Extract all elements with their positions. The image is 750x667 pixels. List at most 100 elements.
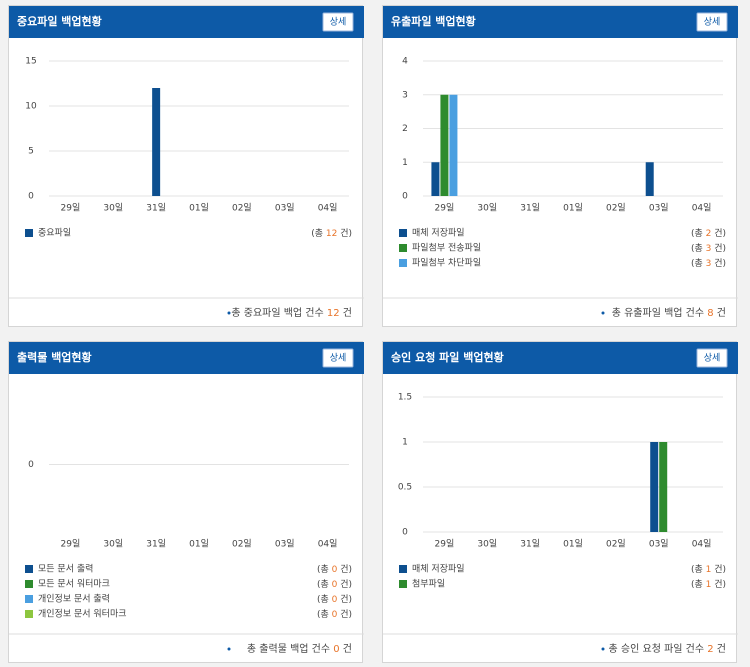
x-tick-label: 01일 [189,539,209,550]
legend-total: (총 1 건) [691,579,726,590]
legend-label: 파일첨부 차단파일 [412,257,481,269]
panel-header [383,6,738,38]
panel: 유출파일 백업현황 상세 0 1 2 3 4 29일 30일 31일 01일 02일 03일 04일 매체 … [382,5,738,327]
x-tick-label: 04일 [692,203,712,214]
x-tick-label: 02일 [606,203,626,214]
legend-swatch [25,610,33,618]
legend-total-part: 0 [329,580,338,590]
bar [650,442,659,532]
footer-icon [601,647,605,651]
x-tick-label: 03일 [649,539,669,550]
legend-total-part: 3 [703,244,712,254]
legend-label: 중요파일 [38,228,71,239]
legend-swatch [25,229,33,237]
legend-total-part: 건) [337,228,352,239]
y-tick-label: 4 [402,57,408,67]
x-tick-label: 03일 [275,539,295,550]
x-tick-label: 30일 [103,539,123,550]
legend-total-part: (총 [311,228,323,239]
legend-total-part: 건) [337,579,352,590]
footer-part: 2 [704,644,714,655]
legend-total-part: 건) [711,258,726,269]
legend-total-part: (총 [317,609,329,620]
x-tick-label: 04일 [318,539,338,550]
legend-swatch [25,595,33,603]
detail-button[interactable] [322,348,354,368]
x-tick-label: 31일 [146,203,166,214]
bar [152,88,161,196]
footer-part: 8 [704,308,714,319]
legend-total: (총 0 건) [317,594,352,605]
detail-button-label[interactable]: 상세 [704,17,721,28]
legend-label: 매체 저장파일 [412,564,465,575]
x-tick-label: 29일 [61,539,81,550]
panel-title: 유출파일 백업현황 [391,14,476,28]
bar [659,442,668,532]
footer-part: 건 [714,307,726,319]
footer-part: 건 [340,307,352,319]
y-tick-label: 0.5 [398,483,412,493]
legend-total-part: 건) [711,228,726,239]
legend-total-part: 3 [703,259,712,269]
legend-label: 모든 문서 워터마크 [38,579,110,590]
y-tick-label: 2 [402,124,408,134]
detail-button[interactable] [696,12,728,32]
footer-part: 건 [340,643,352,655]
detail-button[interactable] [696,348,728,368]
bar [431,162,440,196]
x-tick-label: 02일 [232,539,252,550]
detail-button[interactable] [322,12,354,32]
y-tick-label: 0 [402,192,408,202]
footer-part: 총 출력물 백업 건수 [247,642,330,655]
x-tick-label: 31일 [520,203,540,214]
footer-total: 총 중요파일 백업 건수 12 건 [231,306,352,319]
legend-total: (총 12 건) [311,228,352,239]
legend-swatch [25,565,33,573]
legend-label: 매체 저장파일 [412,228,465,239]
detail-button-label[interactable]: 상세 [330,353,347,364]
bar [645,162,654,196]
legend-total-part: (총 [691,243,703,254]
legend-label: 첨부파일 [412,579,445,590]
legend-total-part: 1 [703,580,712,590]
legend-total-part: (총 [317,579,329,590]
legend-total-part: (총 [691,564,703,575]
legend-swatch [399,259,407,267]
legend-total-part: 건) [337,609,352,620]
bar [449,94,458,196]
legend-swatch [399,244,407,252]
legend-total: (총 0 건) [317,609,352,620]
x-tick-label: 02일 [232,203,252,214]
x-tick-label: 02일 [606,539,626,550]
x-tick-label: 31일 [146,539,166,550]
x-tick-label: 03일 [275,203,295,214]
detail-button-label[interactable]: 상세 [704,353,721,364]
legend-total: (총 1 건) [691,564,726,575]
bar [440,94,449,196]
legend-swatch [25,580,33,588]
footer-icon [227,647,231,651]
x-tick-label: 30일 [103,203,123,214]
panel: 출력물 백업현황 상세 0 29일 30일 31일 01일 02일 03일 04일 모든 문서 출력… [8,341,364,663]
detail-button-label[interactable]: 상세 [330,17,347,28]
legend-swatch [399,580,407,588]
y-tick-label: 3 [402,90,408,100]
legend-total-part: 건) [711,579,726,590]
legend-total-part: 건) [337,564,352,575]
y-tick-label: 0 [28,192,34,202]
legend-total-part: 1 [703,565,712,575]
panel-title: 출력물 백업현황 [17,350,92,364]
legend-total-part: (총 [317,594,329,605]
x-tick-label: 29일 [435,539,455,550]
panel-title: 중요파일 백업현황 [17,14,102,28]
legend-swatch [399,565,407,573]
y-tick-label: 0 [28,460,34,470]
legend-total-part: 건) [337,594,352,605]
footer-total: 총 승인 요청 파일 건수 2 건 [609,643,726,655]
legend-total: (총 3 건) [691,258,726,269]
legend-total-part: (총 [691,228,703,239]
footer-part: 총 중요파일 백업 건수 [231,306,323,319]
panel-title: 승인 요청 파일 백업현황 [391,350,504,364]
footer-part: 총 승인 요청 파일 건수 [609,643,705,655]
x-tick-label: 29일 [435,203,455,214]
